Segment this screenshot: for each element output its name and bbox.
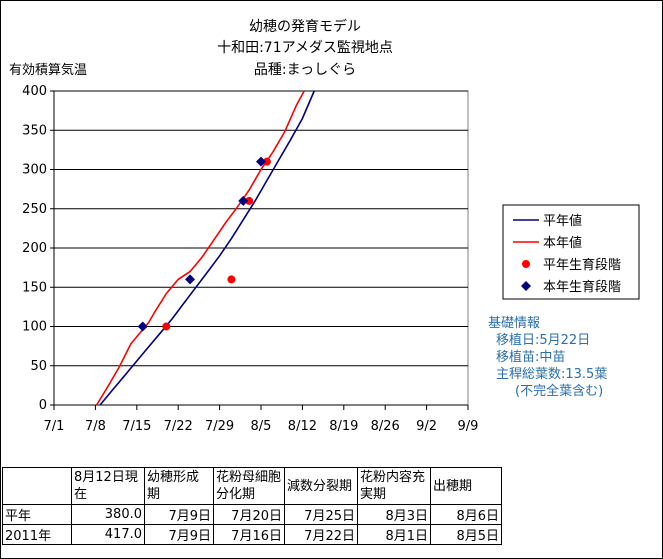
chart-title-line-1: 幼穂の発育モデル: [249, 18, 361, 35]
chart-title-line-3: 品種:まっしぐら: [254, 62, 356, 78]
y-tick-label: 0: [39, 398, 47, 413]
table-cell: 7月22日: [284, 524, 358, 545]
x-tick-label: 8/5: [251, 419, 272, 434]
table-cell: 7月9日: [144, 504, 214, 525]
table-row: 2011年 417.0 7月9日 7月16日 7月22日 8月1日 8月5日: [2, 524, 502, 545]
table-cell: 8月3日: [357, 504, 431, 525]
table-cell: 7月25日: [284, 504, 358, 525]
table-cell: 8月6日: [430, 504, 502, 525]
table-cell: 380.0: [71, 504, 145, 525]
table-header-cell: 幼穂形成期: [144, 467, 214, 505]
y-tick-label: 350: [22, 123, 47, 138]
y-tick-label: 50: [30, 359, 47, 374]
table-cell: 8月1日: [357, 524, 431, 545]
x-tick-label: 8/12: [288, 419, 317, 434]
info-panel: 基礎情報 移植日:5月22日 移植苗:中苗 主稈総葉数:13.5葉 (不完全葉含…: [485, 315, 607, 400]
x-tick-label: 7/1: [44, 419, 65, 434]
x-tick-label: 8/26: [371, 419, 400, 434]
table-header-row: 8月12日現在 幼穂形成期 花粉母細胞分化期 減数分裂期 花粉内容充実期 出穂期: [2, 467, 502, 505]
table-header-cell: 花粉母細胞分化期: [213, 467, 285, 505]
legend-label: 本年生育段階: [543, 279, 621, 295]
series-line: [99, 90, 315, 406]
x-tick-label: 7/29: [205, 419, 234, 434]
data-point: [262, 157, 271, 166]
table-cell: 417.0: [71, 524, 145, 545]
info-leaf-count: 主稈総葉数:13.5葉: [496, 367, 608, 382]
x-tick-label: 7/15: [122, 419, 151, 434]
data-point: [245, 196, 254, 205]
x-tick-label: 9/2: [416, 419, 437, 434]
y-tick-label: 200: [22, 241, 47, 256]
data-point: [185, 274, 196, 285]
table-cell: 7月16日: [213, 524, 285, 545]
legend-label: 平年生育段階: [543, 257, 621, 273]
info-heading: 基礎情報: [488, 316, 541, 331]
data-point: [227, 275, 236, 284]
data-point: [137, 321, 148, 332]
info-leaf-note: (不完全葉含む): [515, 384, 604, 399]
legend-swatch: [521, 281, 531, 291]
data-point: [238, 195, 249, 206]
x-tick-label: 8/19: [329, 419, 358, 434]
info-seedling: 移植苗:中苗: [496, 350, 566, 365]
table-cell: 7月20日: [213, 504, 285, 525]
table-header-cell: 出穂期: [430, 467, 502, 505]
table-cell: 7月9日: [144, 524, 214, 545]
data-point: [256, 156, 266, 167]
x-tick-label: 7/8: [85, 419, 106, 434]
y-axis-label: 有効積算気温: [9, 62, 87, 78]
table-header-cell: 花粉内容充実期: [357, 467, 431, 505]
legend-label: 本年値: [543, 235, 582, 251]
info-transplant-date: 移植日:5月22日: [496, 333, 591, 348]
x-tick-label: 7/22: [164, 419, 193, 434]
chart-title-line-2: 十和田:71アメダス監視地点: [217, 39, 393, 56]
table-header-cell: 減数分裂期: [284, 467, 358, 505]
legend-label: 平年値: [543, 213, 582, 229]
table-cell: 8月5日: [430, 524, 502, 545]
y-tick-label: 150: [22, 280, 47, 295]
row-label: 平年: [2, 504, 72, 525]
data-point: [162, 322, 171, 331]
chart: 幼穂の発育モデル 十和田:71アメダス監視地点 品種:まっしぐら 有効積算気温 …: [9, 18, 640, 434]
y-tick-label: 250: [22, 202, 47, 217]
series-line: [95, 90, 305, 406]
table-row: 平年 380.0 7月9日 7月20日 7月25日 8月3日 8月6日: [2, 504, 502, 525]
y-tick-label: 300: [22, 163, 47, 178]
x-tick-label: 9/9: [458, 419, 479, 434]
legend-swatch: [522, 260, 530, 268]
y-tick-label: 100: [22, 320, 47, 335]
table-corner-cell: [2, 467, 72, 505]
y-tick-label: 400: [22, 84, 47, 99]
stage-table: 8月12日現在 幼穂形成期 花粉母細胞分化期 減数分裂期 花粉内容充実期 出穂期…: [2, 467, 502, 545]
table-header-cell: 8月12日現在: [71, 467, 145, 505]
row-label: 2011年: [2, 524, 72, 545]
